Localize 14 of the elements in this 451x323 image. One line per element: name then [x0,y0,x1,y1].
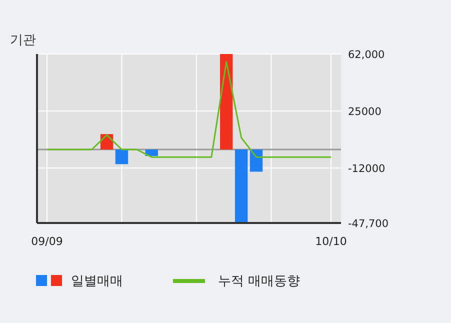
bar [234,150,248,223]
line-series [46,60,332,158]
y-tick-label: -12000 [348,163,386,175]
x-tick-label: 09/09 [31,235,63,248]
y-tick-label: 25000 [348,106,382,118]
bar [145,150,158,156]
bar [115,150,128,164]
chart-title: 기관 [10,33,36,48]
legend-label: 누적 매매동향 [218,274,300,289]
x-tick-label: 10/10 [315,235,347,248]
legend-label: 일별매매 [71,274,123,289]
y-tick-label: 62,000 [348,49,385,61]
bar [220,54,233,150]
y-tick-label: -47,700 [348,218,389,230]
